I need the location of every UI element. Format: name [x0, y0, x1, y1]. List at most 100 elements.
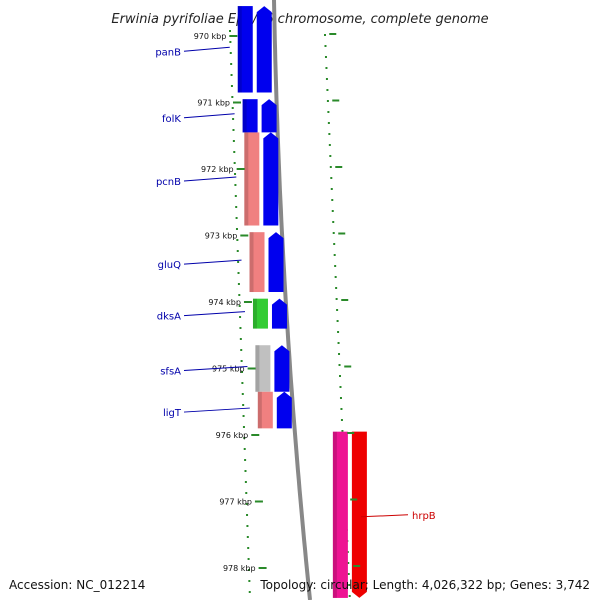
left-dot: [245, 503, 248, 505]
right-dot: [338, 364, 341, 366]
left-dot: [244, 470, 247, 472]
left-dot: [236, 250, 239, 252]
tick-label: 972 kbp: [201, 165, 234, 174]
right-dot: [337, 342, 340, 344]
feature-hrpB: [332, 431, 348, 598]
gene-arrow-ligT: [276, 391, 292, 429]
tick-label: 971 kbp: [197, 99, 230, 108]
right-dot: [335, 287, 338, 289]
left-dot: [247, 569, 250, 571]
leader-dksA: [183, 311, 246, 317]
leader-pcnB: [183, 176, 237, 182]
right-dot: [347, 573, 350, 575]
gene-arrow-pcnB: [263, 132, 279, 226]
left-dot: [237, 283, 240, 285]
feature-shade-hrpB: [332, 431, 337, 598]
left-dot: [240, 360, 243, 362]
gene-arrow-panB: [256, 6, 272, 93]
right-dot: [339, 375, 342, 377]
tick-label: 977 kbp: [219, 498, 252, 507]
gene-arrow-dksA: [271, 298, 287, 329]
left-dot: [243, 437, 246, 439]
genome-summary: Topology: circular; Length: 4,026,322 bp…: [260, 578, 590, 592]
tick-label: 970 kbp: [194, 32, 227, 41]
feature-ligT: [257, 391, 273, 429]
left-dot: [244, 481, 247, 483]
left-dot: [234, 173, 237, 175]
left-dot: [246, 514, 249, 516]
left-dot: [242, 404, 245, 406]
gene-label-folK: folK: [162, 114, 181, 125]
feature-dksA: [252, 298, 268, 329]
chromosome-backbone: [272, 0, 312, 600]
left-dot: [241, 393, 244, 395]
right-dot: [324, 56, 327, 58]
right-dot: [329, 155, 332, 157]
right-dot: [330, 177, 333, 179]
right-dot: [337, 331, 340, 333]
gene-label-gluQ: gluQ: [158, 260, 181, 271]
left-dot: [234, 184, 237, 186]
right-dot: [331, 210, 334, 212]
left-dot: [234, 195, 237, 197]
left-dot: [235, 206, 238, 208]
left-dot: [232, 129, 235, 131]
feature-pcnB: [244, 132, 260, 226]
right-dot: [335, 298, 338, 300]
feature-shade-folK: [242, 99, 247, 133]
right-dot: [340, 408, 343, 410]
feature-panB: [237, 6, 253, 93]
gene-label-pcnB: pcnB: [156, 177, 181, 188]
right-dot: [328, 144, 331, 146]
right-dot: [333, 254, 336, 256]
gene-arrow-sfsA: [274, 345, 290, 392]
right-dot: [336, 309, 339, 311]
right-dot: [336, 320, 339, 322]
leader-sfsA: [183, 366, 248, 371]
left-dot: [239, 327, 242, 329]
left-dot: [238, 294, 241, 296]
right-dot: [330, 188, 333, 190]
right-dot: [325, 67, 328, 69]
gene-label-hrpB: hrpB: [412, 511, 436, 522]
left-dot: [239, 316, 242, 318]
gene-label-sfsA: sfsA: [160, 367, 181, 378]
gene-label-panB: panB: [155, 47, 181, 58]
feature-shade-ligT: [257, 391, 262, 429]
gene-arrow-folK: [261, 99, 277, 133]
feature-shade-gluQ: [249, 232, 254, 293]
left-dot: [233, 151, 236, 153]
leader-ligT: [183, 407, 250, 413]
leader-panB: [183, 46, 230, 52]
left-dot: [229, 30, 231, 32]
left-dot: [231, 107, 234, 109]
left-dot: [235, 228, 238, 230]
left-dot: [248, 591, 251, 593]
left-dot: [233, 162, 236, 164]
gene-label-dksA: dksA: [157, 312, 181, 323]
right-dot: [324, 34, 326, 36]
right-dot: [325, 78, 328, 80]
right-dot: [339, 386, 342, 388]
left-dot: [241, 371, 244, 373]
tick-label: 973 kbp: [205, 232, 238, 241]
left-tick-dots: [229, 30, 251, 593]
feature-shade-panB: [237, 6, 242, 93]
right-dot: [324, 45, 327, 47]
left-dot: [230, 74, 233, 76]
left-dot: [247, 558, 250, 560]
position-ticks: 970 kbp 971 kbp 972 kbp 973 kbp 974 kbp 975 k…: [194, 32, 361, 573]
right-dot: [348, 595, 351, 597]
tick-label: 975 kbp: [212, 365, 245, 374]
left-dot: [229, 41, 232, 43]
right-dot: [334, 276, 337, 278]
feature-gluQ: [249, 232, 265, 293]
gene-arrow-hrpB: [351, 431, 367, 598]
left-dot: [229, 52, 232, 54]
left-dot: [237, 261, 240, 263]
left-dot: [248, 580, 251, 582]
feature-shade-sfsA: [255, 345, 260, 392]
right-dot: [326, 100, 329, 102]
gene-arrow-gluQ: [268, 232, 284, 293]
left-dot: [235, 217, 238, 219]
